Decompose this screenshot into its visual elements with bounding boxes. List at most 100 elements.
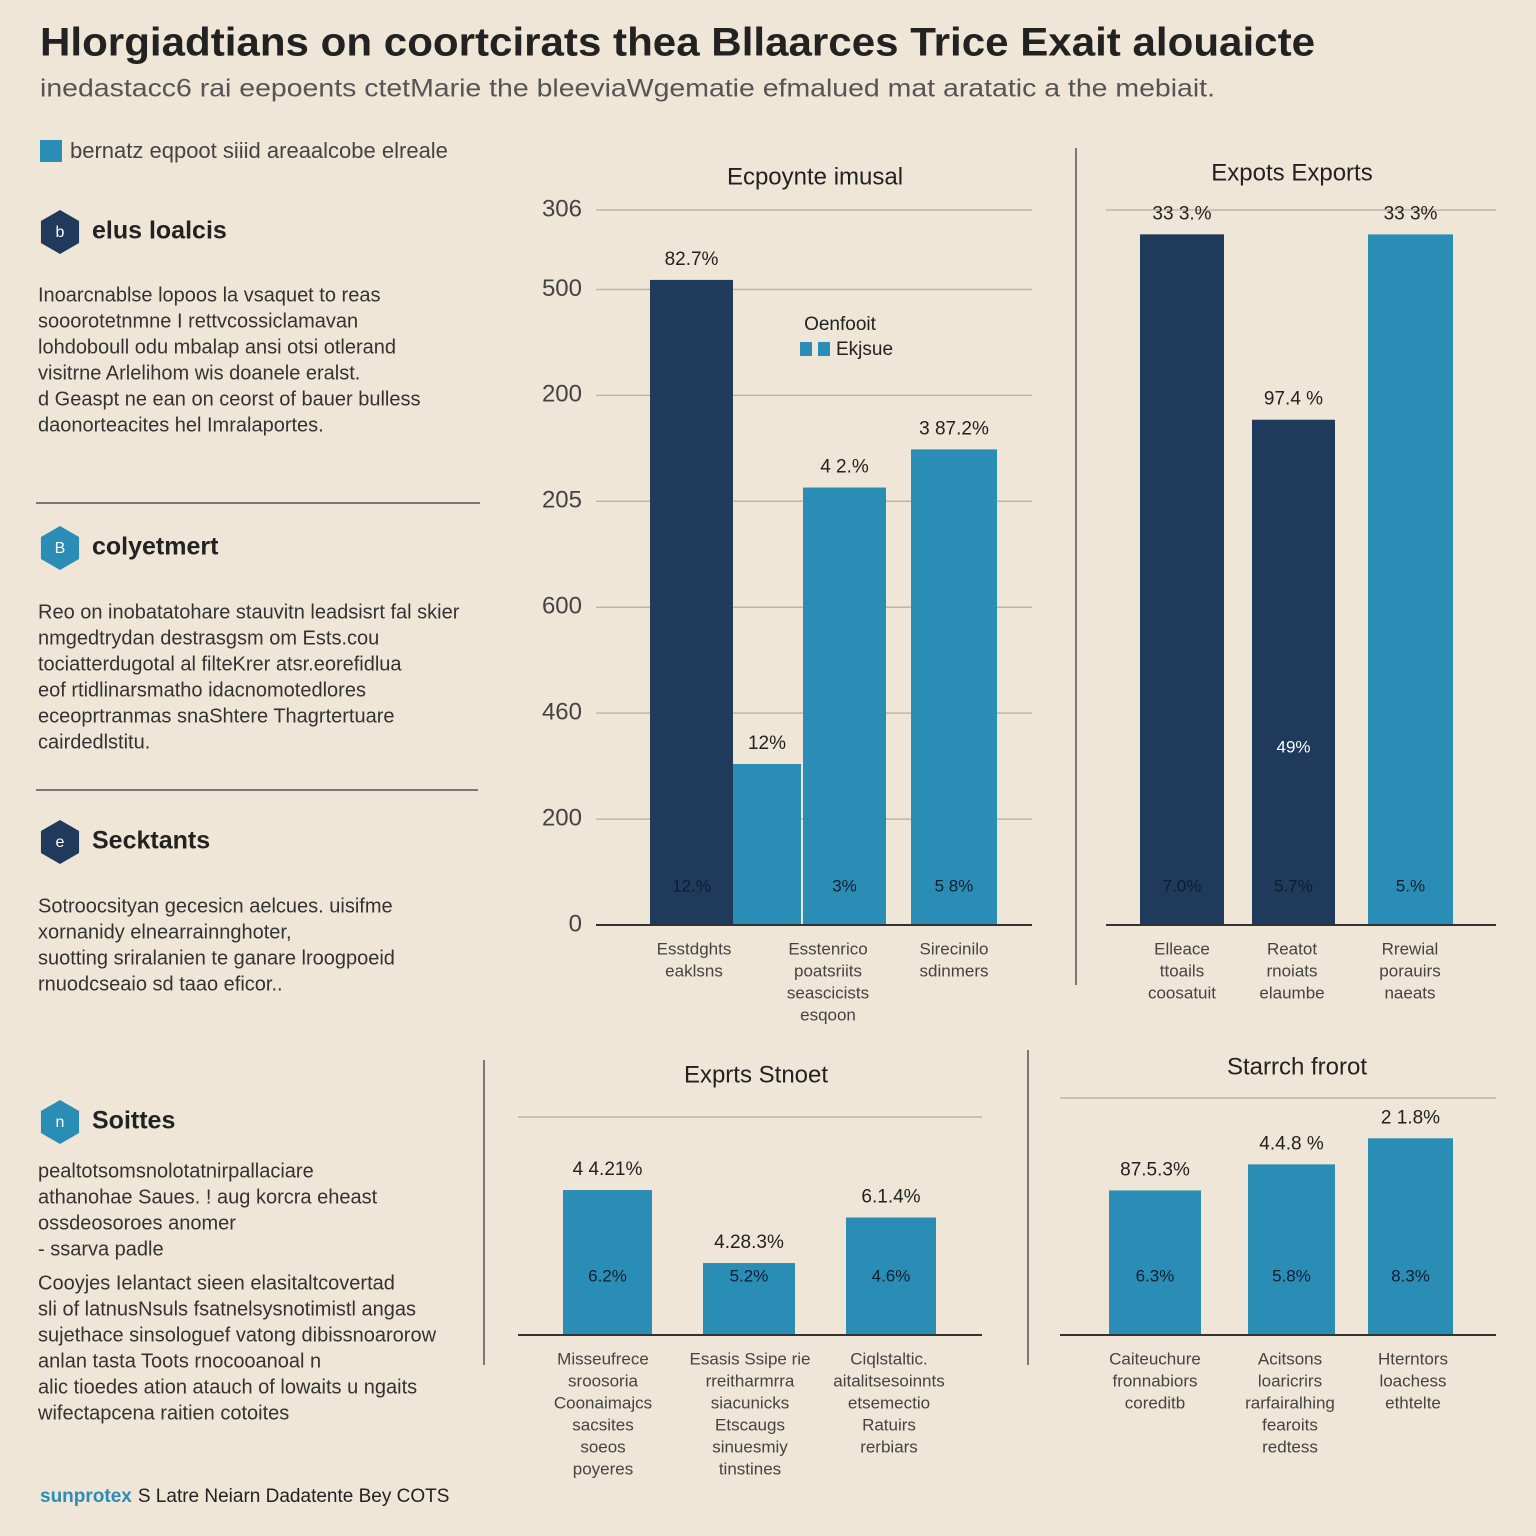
section-text: - ssarva padle bbox=[38, 1238, 164, 1260]
section-text: lohdoboull odu mbalap ansi otsi otlerand bbox=[38, 336, 396, 358]
bar bbox=[846, 1217, 936, 1335]
section-heading: Soittes bbox=[92, 1107, 175, 1135]
section-text: eof rtidlinarsmatho idacnomotedlores bbox=[38, 679, 366, 701]
section-text: sli of latnusNsuls fsatnelsysnotimistl a… bbox=[38, 1298, 416, 1320]
x-tick-label: porauirs bbox=[1379, 961, 1440, 980]
bar-top-label: 87.5.3% bbox=[1120, 1159, 1190, 1180]
section-icon bbox=[40, 820, 80, 864]
section-heading: Secktants bbox=[92, 827, 210, 855]
bar bbox=[1248, 1164, 1335, 1335]
section-text: sujethace sinsologuef vatong dibissnoaro… bbox=[38, 1324, 437, 1346]
x-tick-label: Ciqlstaltic. bbox=[850, 1349, 927, 1368]
y-tick-label: 500 bbox=[542, 275, 582, 302]
x-tick-label: tinstines bbox=[719, 1459, 781, 1478]
bar-top-label: 2 1.8% bbox=[1381, 1107, 1440, 1128]
section-icon-letter: B bbox=[55, 540, 66, 557]
x-tick-label: Coonaimajcs bbox=[554, 1393, 652, 1412]
x-tick-label: rarfairalhing bbox=[1245, 1393, 1335, 1412]
chart-title: Starrch frorot bbox=[1227, 1053, 1367, 1080]
x-tick-label: coreditb bbox=[1125, 1393, 1185, 1412]
x-tick-label: eaklsns bbox=[665, 961, 723, 980]
chart-title: Expots Exports bbox=[1211, 159, 1372, 186]
x-tick-label: Esstdghts bbox=[657, 939, 732, 958]
bar-top-label: 82.7% bbox=[665, 249, 719, 270]
x-tick-label: elaumbe bbox=[1259, 983, 1324, 1002]
x-tick-label: Caiteuchure bbox=[1109, 1349, 1201, 1368]
bar-inner-label: 4.6% bbox=[872, 1266, 911, 1285]
bar bbox=[803, 487, 886, 925]
y-tick-label: 306 bbox=[542, 195, 582, 222]
section-text: alic tioedes ation atauch of lowaits u n… bbox=[38, 1376, 417, 1398]
bar bbox=[1252, 419, 1335, 925]
x-tick-label: poatsriits bbox=[794, 961, 862, 980]
x-tick-label: coosatuit bbox=[1148, 983, 1216, 1002]
section-text: rnuodcseaio sd taao eficor.. bbox=[38, 973, 283, 995]
x-tick-label: Esstenrico bbox=[788, 939, 867, 958]
section-text: tociatterdugotal al filteKrer atsr.eoref… bbox=[38, 653, 402, 675]
x-tick-label: Rrewial bbox=[1382, 939, 1439, 958]
x-tick-label: sacsites bbox=[572, 1415, 633, 1434]
section-text: d Geaspt ne ean on ceorst of bauer bulle… bbox=[38, 388, 420, 410]
legend-swatch bbox=[800, 342, 812, 356]
section-text: nmgedtrydan destrasgsm om Ests.cou bbox=[38, 627, 379, 649]
bar-inner-label: 6.2% bbox=[588, 1266, 627, 1285]
x-tick-label: ethtelte bbox=[1385, 1393, 1441, 1412]
y-tick-label: 200 bbox=[542, 804, 582, 831]
bar bbox=[1109, 1190, 1201, 1335]
section-heading: elus loalcis bbox=[92, 217, 227, 245]
footer: sunprotex S Latre Neiarn Dadatente Bey CO… bbox=[40, 1486, 449, 1507]
bar-inner-label: 5.% bbox=[1396, 876, 1425, 895]
x-tick-label: seascicists bbox=[787, 983, 869, 1002]
x-tick-label: soeos bbox=[580, 1437, 625, 1456]
bar-inner-label: 5.7% bbox=[1274, 876, 1313, 895]
bar-top-label: 4.28.3% bbox=[714, 1232, 784, 1253]
section-icon-letter: e bbox=[56, 834, 65, 851]
x-tick-label: Misseufrece bbox=[557, 1349, 649, 1368]
bar-inner-label: 3% bbox=[832, 876, 857, 895]
x-tick-label: etsemectio bbox=[848, 1393, 930, 1412]
section-text: eceoprtranmas snaShtere Thagrtertuare bbox=[38, 705, 395, 727]
x-tick-label: sdinmers bbox=[920, 961, 989, 980]
bar-top-label: 3 87.2% bbox=[919, 418, 989, 439]
y-tick-label: 200 bbox=[542, 381, 582, 408]
section-text: suotting sriralanien te ganare lroogpoei… bbox=[38, 947, 395, 969]
bar bbox=[911, 449, 997, 925]
chart-title: Ecpoynte imusal bbox=[727, 163, 903, 190]
bar-top-label: 6.1.4% bbox=[861, 1187, 920, 1208]
section-text: ossdeosoroes anomer bbox=[38, 1212, 236, 1234]
bar-inner-label: 6.3% bbox=[1136, 1266, 1175, 1285]
bar-top-label: 33 3.% bbox=[1152, 203, 1211, 224]
bar-inner-label: 8.3% bbox=[1391, 1266, 1430, 1285]
bar-inner-label: 7.0% bbox=[1163, 876, 1202, 895]
section-text: sooorotetnmne I rettvcossiclamavan bbox=[38, 310, 358, 332]
section-text: daonorteacites hel Imralaportes. bbox=[38, 414, 324, 436]
bar bbox=[733, 763, 801, 925]
legend-label: Ekjsue bbox=[836, 339, 893, 360]
section-text: xornanidy elnearrainnghoter, bbox=[38, 921, 292, 943]
bar-top-label: 4 2.% bbox=[820, 457, 869, 478]
x-tick-label: rreitharmrra bbox=[706, 1371, 795, 1390]
bar-top-label: 4.4.8 % bbox=[1259, 1133, 1324, 1154]
x-tick-label: rnoiats bbox=[1266, 961, 1317, 980]
x-tick-label: poyeres bbox=[573, 1459, 633, 1478]
x-tick-label: Elleace bbox=[1154, 939, 1210, 958]
section-text: cairdedlstitu. bbox=[38, 731, 150, 753]
bar bbox=[1368, 1138, 1453, 1335]
bar bbox=[703, 1263, 795, 1335]
legend-title: Oenfooit bbox=[804, 314, 877, 335]
footer-text: S Latre Neiarn Dadatente Bey COTS bbox=[138, 1486, 450, 1507]
bar-top-label: 97.4 % bbox=[1264, 389, 1323, 410]
x-tick-label: loaricrirs bbox=[1258, 1371, 1322, 1390]
x-tick-label: naeats bbox=[1384, 983, 1435, 1002]
legend-swatch bbox=[818, 342, 830, 356]
section-heading: colyetmert bbox=[92, 533, 219, 561]
x-tick-label: fearoits bbox=[1262, 1415, 1318, 1434]
bar-inner-label: 5.8% bbox=[1272, 1266, 1311, 1285]
bar-top-label: 4 4.21% bbox=[573, 1159, 643, 1180]
bar-mid-label: 49% bbox=[1276, 737, 1310, 756]
legend-swatch bbox=[40, 140, 62, 162]
section-text: wifectapcena raitien cotoites bbox=[37, 1402, 289, 1424]
x-tick-label: Esasis Ssipe rie bbox=[690, 1349, 811, 1368]
section-icon-letter: n bbox=[56, 1114, 65, 1131]
